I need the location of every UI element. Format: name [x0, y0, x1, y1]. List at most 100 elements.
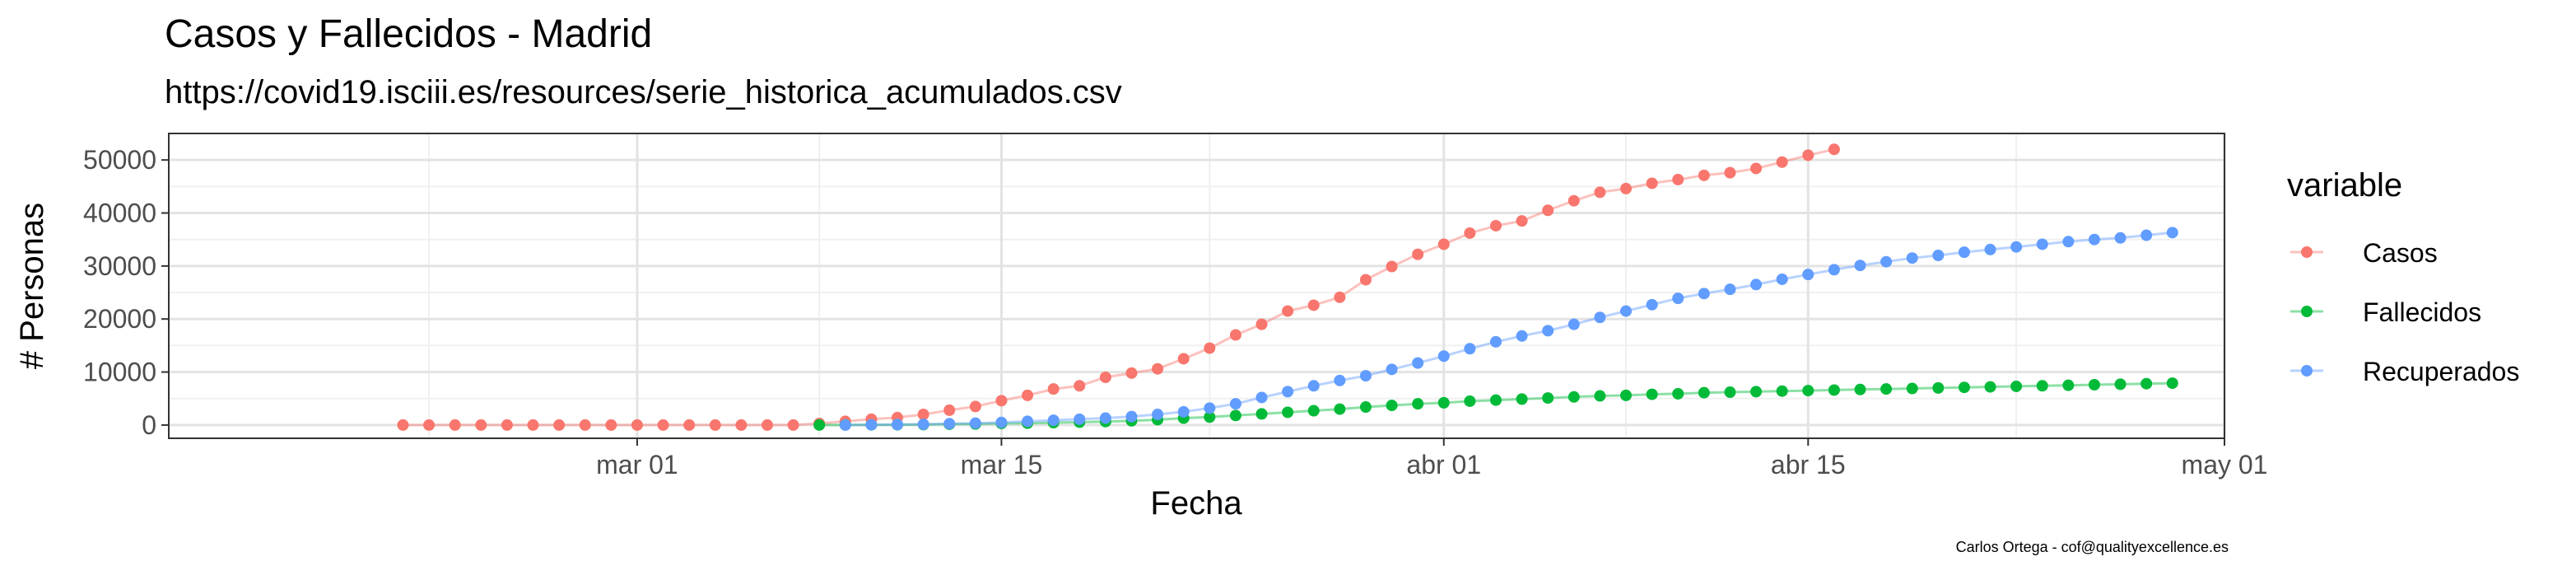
data-point-recuperados — [1646, 298, 1658, 311]
data-point-casos — [917, 409, 929, 421]
data-point-casos — [969, 400, 981, 413]
data-point-fallecidos — [1542, 392, 1554, 405]
x-tick-label: may 01 — [2182, 450, 2268, 479]
data-point-recuperados — [1334, 374, 1346, 386]
data-point-casos — [1724, 166, 1736, 179]
data-point-recuperados — [2088, 233, 2100, 246]
data-point-fallecidos — [1776, 385, 1788, 397]
data-point-recuperados — [1984, 243, 1996, 255]
data-point-casos — [631, 419, 643, 431]
data-point-casos — [1359, 274, 1372, 286]
data-point-casos — [1099, 372, 1111, 383]
data-point-fallecidos — [1307, 405, 1320, 417]
data-point-casos — [1282, 305, 1294, 317]
data-point-fallecidos — [1906, 382, 1918, 395]
series-line-recuperados — [845, 231, 2173, 427]
data-point-casos — [1542, 204, 1554, 217]
data-point-recuperados — [2036, 238, 2048, 250]
data-point-recuperados — [1542, 325, 1554, 337]
data-point-fallecidos — [1489, 394, 1502, 406]
data-point-recuperados — [1359, 370, 1372, 382]
data-point-casos — [787, 419, 799, 431]
data-point-casos — [1828, 143, 1840, 156]
data-point-fallecidos — [1672, 387, 1684, 400]
data-point-recuperados — [865, 419, 878, 431]
data-point-fallecidos — [2114, 378, 2126, 391]
y-tick-label: 40000 — [83, 199, 156, 228]
data-point-casos — [1412, 248, 1424, 260]
data-point-recuperados — [1307, 380, 1320, 392]
data-point-recuperados — [1099, 412, 1111, 424]
data-point-recuperados — [1698, 288, 1710, 300]
data-point-casos — [943, 404, 956, 416]
x-tick-label: mar 15 — [961, 450, 1043, 479]
data-point-casos — [553, 419, 566, 431]
data-point-fallecidos — [1464, 395, 1476, 407]
data-point-recuperados — [1464, 343, 1476, 355]
x-tick-label: mar 01 — [596, 450, 678, 479]
data-point-fallecidos — [2036, 380, 2048, 392]
data-point-fallecidos — [1229, 409, 1241, 422]
data-point-fallecidos — [2166, 377, 2178, 390]
chart-subtitle: https://covid19.isciii.es/resources/seri… — [165, 74, 1122, 110]
data-point-casos — [527, 419, 539, 431]
data-point-fallecidos — [2088, 379, 2100, 391]
data-point-fallecidos — [1359, 401, 1372, 414]
data-point-fallecidos — [1334, 403, 1346, 415]
data-point-fallecidos — [1412, 398, 1424, 410]
data-point-casos — [475, 419, 487, 431]
data-point-recuperados — [943, 418, 956, 430]
data-point-casos — [1750, 162, 1763, 175]
data-point-casos — [1646, 177, 1658, 189]
data-point-fallecidos — [1437, 396, 1450, 409]
legend-item-fallecidos: Fallecidos — [2287, 292, 2481, 331]
legend-label-recuperados: Recuperados — [2363, 357, 2519, 386]
data-point-casos — [579, 419, 591, 431]
data-point-fallecidos — [2140, 377, 2153, 390]
data-point-casos — [1177, 353, 1190, 365]
data-point-casos — [1620, 182, 1633, 194]
data-point-fallecidos — [2010, 380, 2023, 392]
legend-key-point-fallecidos — [2301, 306, 2313, 317]
data-point-recuperados — [1516, 330, 1528, 342]
data-point-fallecidos — [1386, 400, 1398, 412]
legend-title: variable — [2287, 167, 2402, 203]
data-point-recuperados — [2140, 229, 2153, 241]
data-point-fallecidos — [2062, 379, 2075, 391]
data-point-casos — [1802, 149, 1814, 161]
y-tick-label: 10000 — [83, 358, 156, 387]
data-point-casos — [683, 419, 696, 431]
data-point-casos — [1307, 299, 1320, 311]
data-point-recuperados — [1567, 318, 1580, 330]
data-point-casos — [397, 419, 409, 431]
data-point-fallecidos — [1958, 381, 1970, 394]
data-point-casos — [1074, 380, 1086, 392]
data-point-casos — [709, 419, 721, 431]
data-point-recuperados — [1620, 305, 1633, 317]
data-point-casos — [1516, 215, 1528, 227]
legend-item-casos: Casos — [2287, 232, 2438, 272]
data-point-casos — [1047, 383, 1060, 395]
data-point-recuperados — [1958, 246, 1970, 259]
data-point-casos — [1776, 156, 1788, 168]
data-point-fallecidos — [1516, 393, 1528, 405]
data-point-fallecidos — [1802, 385, 1814, 397]
data-point-recuperados — [995, 416, 1008, 428]
data-point-casos — [761, 419, 773, 431]
series-layer — [397, 143, 2178, 431]
data-point-casos — [1229, 329, 1241, 341]
data-point-fallecidos — [1594, 390, 1606, 402]
data-point-fallecidos — [1854, 383, 1866, 395]
data-point-fallecidos — [1750, 386, 1763, 398]
series-recuperados — [839, 227, 2178, 431]
data-point-recuperados — [2062, 236, 2075, 248]
data-point-recuperados — [1437, 350, 1450, 362]
legend: Casos Fallecidos Recuperados — [2287, 232, 2519, 391]
y-axis-title: # Personas — [14, 203, 50, 369]
x-tick-label: abr 15 — [1771, 450, 1846, 479]
data-point-fallecidos — [1724, 386, 1736, 399]
legend-key-point-recuperados — [2301, 365, 2313, 377]
data-point-fallecidos — [1828, 384, 1840, 396]
